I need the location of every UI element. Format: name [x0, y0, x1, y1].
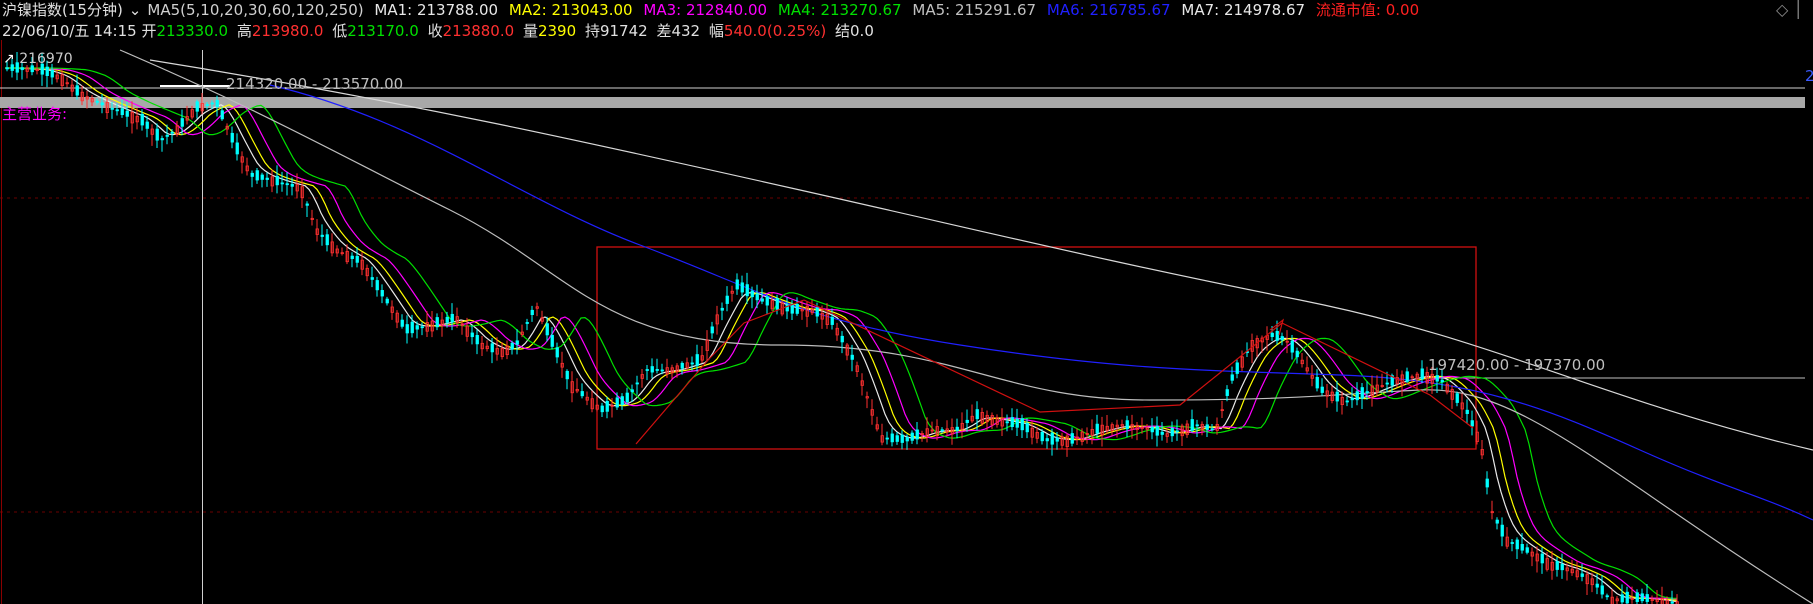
- candles: [5, 51, 1679, 604]
- consolidation-box[interactable]: [596, 246, 1477, 450]
- grid: [0, 197, 1813, 513]
- ma-params[interactable]: MA5(5,10,20,30,60,120,250): [147, 1, 364, 19]
- arrow-icon: ↗: [3, 51, 15, 67]
- market-value: 流通市值: 0.00: [1315, 1, 1420, 19]
- open-value: 213330.0: [156, 22, 229, 40]
- volume-value: 2390: [537, 22, 577, 40]
- header-row: 沪镍指数(15分钟) ⌄ MA5(5,10,20,30,60,120,250) MA…: [2, 1, 1425, 19]
- ma1-label: MA1: 213788.00: [374, 1, 499, 19]
- volume-label: 量: [522, 22, 538, 40]
- ma5-label: MA5: 215291.67: [912, 1, 1037, 19]
- ma2-label: MA2: 213043.00: [508, 1, 633, 19]
- diamond-icon[interactable]: ◇ │: [1775, 0, 1803, 19]
- high-value: 213980.0: [251, 22, 324, 40]
- amp-value: 540.0(0.25%): [723, 22, 827, 40]
- low-label: 低: [332, 22, 348, 40]
- settle-value: 0.0: [850, 22, 874, 40]
- ma6-label: MA6: 216785.67: [1046, 1, 1171, 19]
- diff-value: 432: [671, 22, 701, 40]
- close-label: 收: [427, 22, 443, 40]
- diff-label: 差: [656, 22, 672, 40]
- level-band-1[interactable]: [0, 85, 1805, 108]
- oi-value: 91742: [599, 22, 648, 40]
- ma7-label: MA7: 214978.67: [1181, 1, 1306, 19]
- settle-label: 结: [835, 22, 851, 40]
- ma-lines: [5, 49, 1813, 604]
- ma4-label: MA4: 213270.67: [777, 1, 902, 19]
- corner-line-icon[interactable]: │: [1793, 0, 1803, 19]
- price-label: ↗ 216970: [3, 51, 73, 67]
- close-value: 213880.0: [442, 22, 515, 40]
- level-label-1: 214320.00 - 213570.00: [226, 75, 404, 93]
- level-label-2: 197420.00 - 197370.00: [1428, 356, 1606, 374]
- amp-label: 幅: [708, 22, 724, 40]
- bar-date: 22/06/10/五: [2, 22, 90, 40]
- trend-lines[interactable]: [635, 299, 1474, 445]
- bar-time: 14:15: [93, 22, 137, 40]
- oi-label: 持: [584, 22, 600, 40]
- chevron-down-icon[interactable]: ⌄: [128, 1, 142, 19]
- bar-info-row: 22/06/10/五 14:15 开213330.0 高213980.0 低213…: [2, 22, 874, 40]
- low-value: 213170.0: [347, 22, 419, 40]
- ma3-label: MA3: 212840.00: [643, 1, 768, 19]
- chart-title[interactable]: 沪镍指数(15分钟): [2, 1, 123, 19]
- open-label: 开: [141, 22, 157, 40]
- business-label: 主营业务:: [2, 105, 68, 123]
- high-label: 高: [236, 22, 252, 40]
- right-edge-marker: 2: [1805, 67, 1813, 85]
